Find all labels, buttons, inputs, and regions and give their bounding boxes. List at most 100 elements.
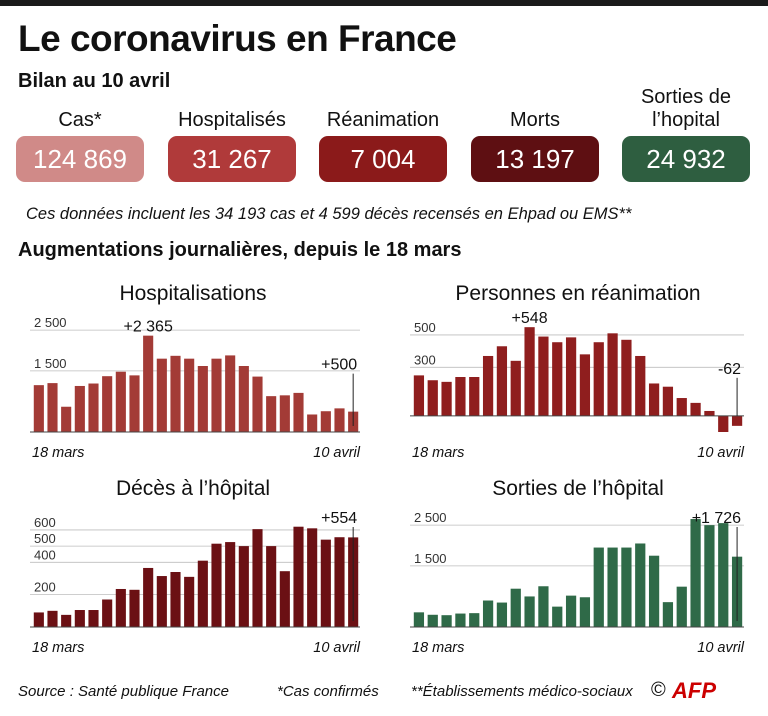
bar xyxy=(662,386,674,416)
chart-deces: Décès à l’hôpital 200 400 500 600 18 mars 10 … xyxy=(18,475,368,656)
bar xyxy=(293,392,304,432)
bar xyxy=(690,519,701,627)
bar xyxy=(156,358,167,432)
y-tick-label: 400 xyxy=(34,547,56,562)
x-end-label: 10 avril xyxy=(313,445,361,461)
bar xyxy=(565,595,577,627)
bar xyxy=(635,543,646,627)
bar xyxy=(170,355,181,432)
bar xyxy=(579,597,591,627)
bar xyxy=(143,567,154,627)
bar xyxy=(33,612,44,627)
bar xyxy=(115,371,126,432)
bar xyxy=(676,586,687,627)
bar xyxy=(621,547,632,627)
bar xyxy=(129,589,140,627)
bar xyxy=(607,333,618,416)
stat-label: Morts xyxy=(510,109,560,131)
chart-title: Hospitalisations xyxy=(119,282,267,305)
page-subtitle: Bilan au 10 avril xyxy=(18,70,171,92)
x-end-label: 10 avril xyxy=(697,445,745,461)
y-tick-label: 2 500 xyxy=(414,510,447,525)
bar xyxy=(538,586,549,627)
bar xyxy=(593,342,604,416)
bar xyxy=(33,385,44,432)
bar xyxy=(184,576,195,627)
bar xyxy=(170,572,181,627)
stat-hospitalises: Hospitalisés 31 267 xyxy=(168,86,296,182)
copyright-symbol: © xyxy=(651,679,666,701)
bar xyxy=(74,610,85,627)
bar xyxy=(607,547,618,627)
annotation-label: +500 xyxy=(321,357,357,374)
bar xyxy=(648,555,660,627)
bar xyxy=(102,599,113,627)
annotation-label: -62 xyxy=(718,361,741,378)
bar xyxy=(115,588,126,627)
y-tick-label: 200 xyxy=(34,580,56,595)
bar xyxy=(579,354,591,416)
bar xyxy=(552,342,563,416)
bar xyxy=(662,602,674,627)
stat-label: Hospitalisés xyxy=(178,109,286,131)
bar xyxy=(469,613,480,627)
chart-sorties: Sorties de l’hôpital 1 500 2 500 18 mars 10… xyxy=(398,475,758,656)
chart-svg: 1 500 2 500 18 mars 10 avril +1 726 xyxy=(410,510,745,656)
stat-label: Sorties de l’hopital xyxy=(640,86,732,131)
bar xyxy=(455,377,466,416)
stat-label: Cas* xyxy=(58,109,102,131)
y-tick-label: 2 500 xyxy=(34,315,67,330)
bar xyxy=(307,414,318,432)
bar xyxy=(102,376,113,432)
x-start-label: 18 mars xyxy=(32,445,84,461)
bar xyxy=(211,543,222,627)
y-tick-label: 1 500 xyxy=(34,356,67,371)
y-tick-label: 500 xyxy=(414,320,436,335)
chart-title: Personnes en réanimation xyxy=(455,282,701,305)
bar xyxy=(482,600,494,627)
y-tick-label: 600 xyxy=(34,515,56,530)
footer-source: Source : Santé publique France xyxy=(18,683,229,700)
stat-value: 7 004 xyxy=(319,136,447,182)
bar xyxy=(538,336,549,416)
bar xyxy=(211,358,222,432)
footer-ems: **Établissements médico-sociaux xyxy=(411,683,633,700)
bar xyxy=(718,415,729,432)
bar xyxy=(510,360,521,416)
chart-title: Décès à l’hôpital xyxy=(115,477,271,500)
bar xyxy=(88,610,99,627)
bar xyxy=(238,366,249,432)
stat-label: Réanimation xyxy=(326,109,440,131)
annotation-label: +2 365 xyxy=(123,319,172,336)
top-rule xyxy=(0,0,768,6)
chart-title: Sorties de l’hôpital xyxy=(492,477,664,500)
bar xyxy=(704,410,715,416)
annotation-label: +548 xyxy=(512,310,548,327)
chart-svg: 300 500 18 mars 10 avril +548 -62 xyxy=(410,310,745,461)
bar xyxy=(552,606,563,627)
bar xyxy=(496,346,508,416)
stat-value: 24 932 xyxy=(622,136,750,182)
annotation-label: +554 xyxy=(321,510,357,527)
x-end-label: 10 avril xyxy=(697,640,745,656)
x-start-label: 18 mars xyxy=(32,640,84,656)
data-note: Ces données incluent les 34 193 cas et 4… xyxy=(26,205,632,223)
stat-value: 31 267 xyxy=(168,136,296,182)
y-tick-label: 500 xyxy=(34,531,56,546)
y-tick-label: 1 500 xyxy=(414,551,447,566)
bar xyxy=(61,614,72,627)
bar xyxy=(266,396,277,432)
bar xyxy=(648,383,660,416)
bar xyxy=(621,339,632,416)
bar xyxy=(593,547,604,627)
bar xyxy=(293,526,304,627)
bar xyxy=(184,358,195,432)
bar xyxy=(238,546,249,627)
bar xyxy=(482,355,494,416)
bar xyxy=(279,395,290,432)
bar xyxy=(524,596,535,627)
bar xyxy=(676,398,687,416)
bar xyxy=(718,523,729,627)
bar xyxy=(197,560,208,627)
